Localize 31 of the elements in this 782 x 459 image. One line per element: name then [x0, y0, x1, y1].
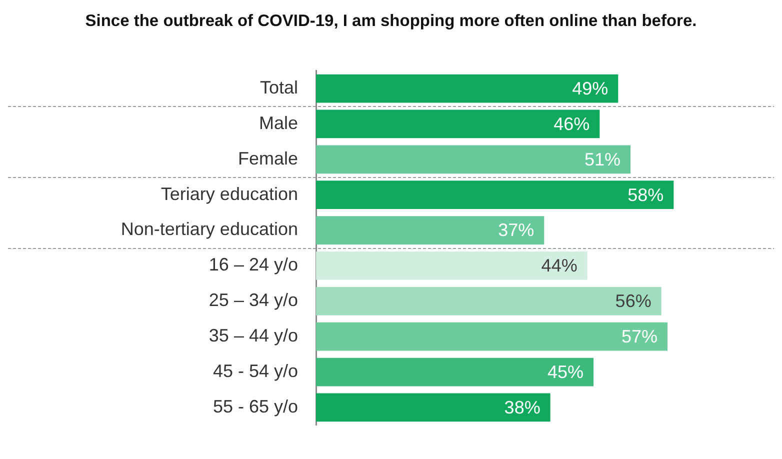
bar: [316, 216, 544, 244]
y-tick-label: Non-tertiary education: [120, 219, 298, 240]
data-label: 38%: [504, 397, 540, 418]
bar: [316, 180, 674, 210]
data-label: 46%: [554, 114, 590, 134]
y-tick-label: 55 - 65 y/o: [212, 396, 298, 416]
data-label: 45%: [547, 362, 584, 382]
y-tick-label: Female: [238, 148, 298, 168]
data-label: 44%: [541, 256, 578, 276]
y-tick-label: 16 – 24 y/o: [208, 254, 298, 275]
y-tick-label: 45 - 54 y/o: [212, 361, 298, 382]
data-label: 57%: [621, 326, 658, 347]
data-label: 56%: [615, 291, 652, 312]
y-tick-label: Teriary education: [160, 184, 298, 204]
bar: [316, 358, 594, 386]
bar: [316, 252, 588, 280]
chart-title: Since the outbreak of COVID-19, I am shopping more often online than before.: [84, 11, 698, 32]
y-tick-label: Total: [260, 77, 298, 98]
bar: [316, 110, 600, 138]
bar: [316, 322, 668, 351]
data-label: 49%: [572, 78, 608, 98]
y-tick-label: 35 – 44 y/o: [208, 326, 298, 346]
bar: [316, 145, 630, 174]
data-label: 37%: [498, 220, 534, 240]
bar: [316, 286, 662, 316]
data-label: 58%: [628, 184, 664, 205]
data-label: 51%: [584, 149, 620, 170]
y-tick-label: 25 – 34 y/o: [208, 290, 298, 310]
bar: [316, 74, 618, 103]
y-tick-label: Male: [258, 112, 298, 133]
bar: [316, 393, 550, 422]
